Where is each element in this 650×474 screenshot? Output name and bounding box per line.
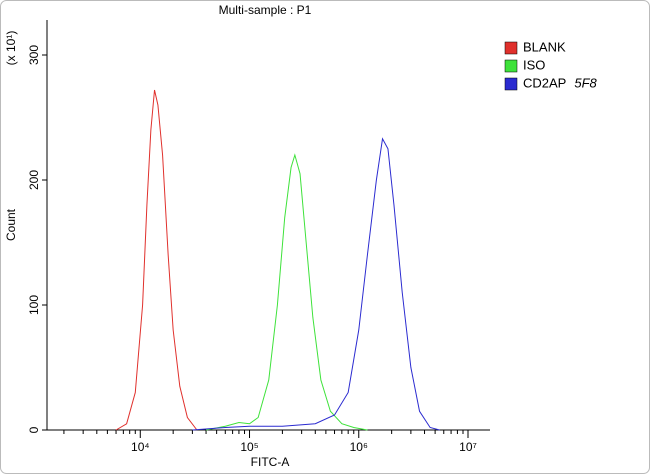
y-tick-label: 300: [27, 45, 41, 65]
x-tick-label: 10⁶: [350, 440, 368, 454]
legend-label: BLANK: [523, 39, 566, 54]
legend-swatch: [504, 41, 518, 55]
x-tick-label: 10⁴: [131, 440, 150, 454]
histogram-line: [205, 153, 368, 431]
y-tick-label: 100: [27, 295, 41, 315]
y-axis-label: Count: [4, 208, 18, 241]
x-tick-label: 10⁷: [459, 440, 477, 454]
x-tick-label: 10⁵: [240, 440, 258, 454]
chart-title: Multi-sample : P1: [219, 3, 312, 17]
legend-swatch: [504, 59, 518, 73]
y-axis-scale: (x 10¹): [4, 31, 18, 66]
legend-swatch: [504, 77, 518, 91]
legend-note: 5F8: [574, 75, 597, 90]
x-axis-label: FITC-A: [251, 455, 290, 469]
legend-label: ISO: [523, 57, 545, 72]
y-tick-label: 0: [27, 426, 41, 433]
y-tick-label: 200: [27, 170, 41, 190]
histogram-line: [192, 137, 440, 431]
histogram-line: [115, 89, 198, 431]
legend-label: CD2AP: [523, 75, 566, 90]
